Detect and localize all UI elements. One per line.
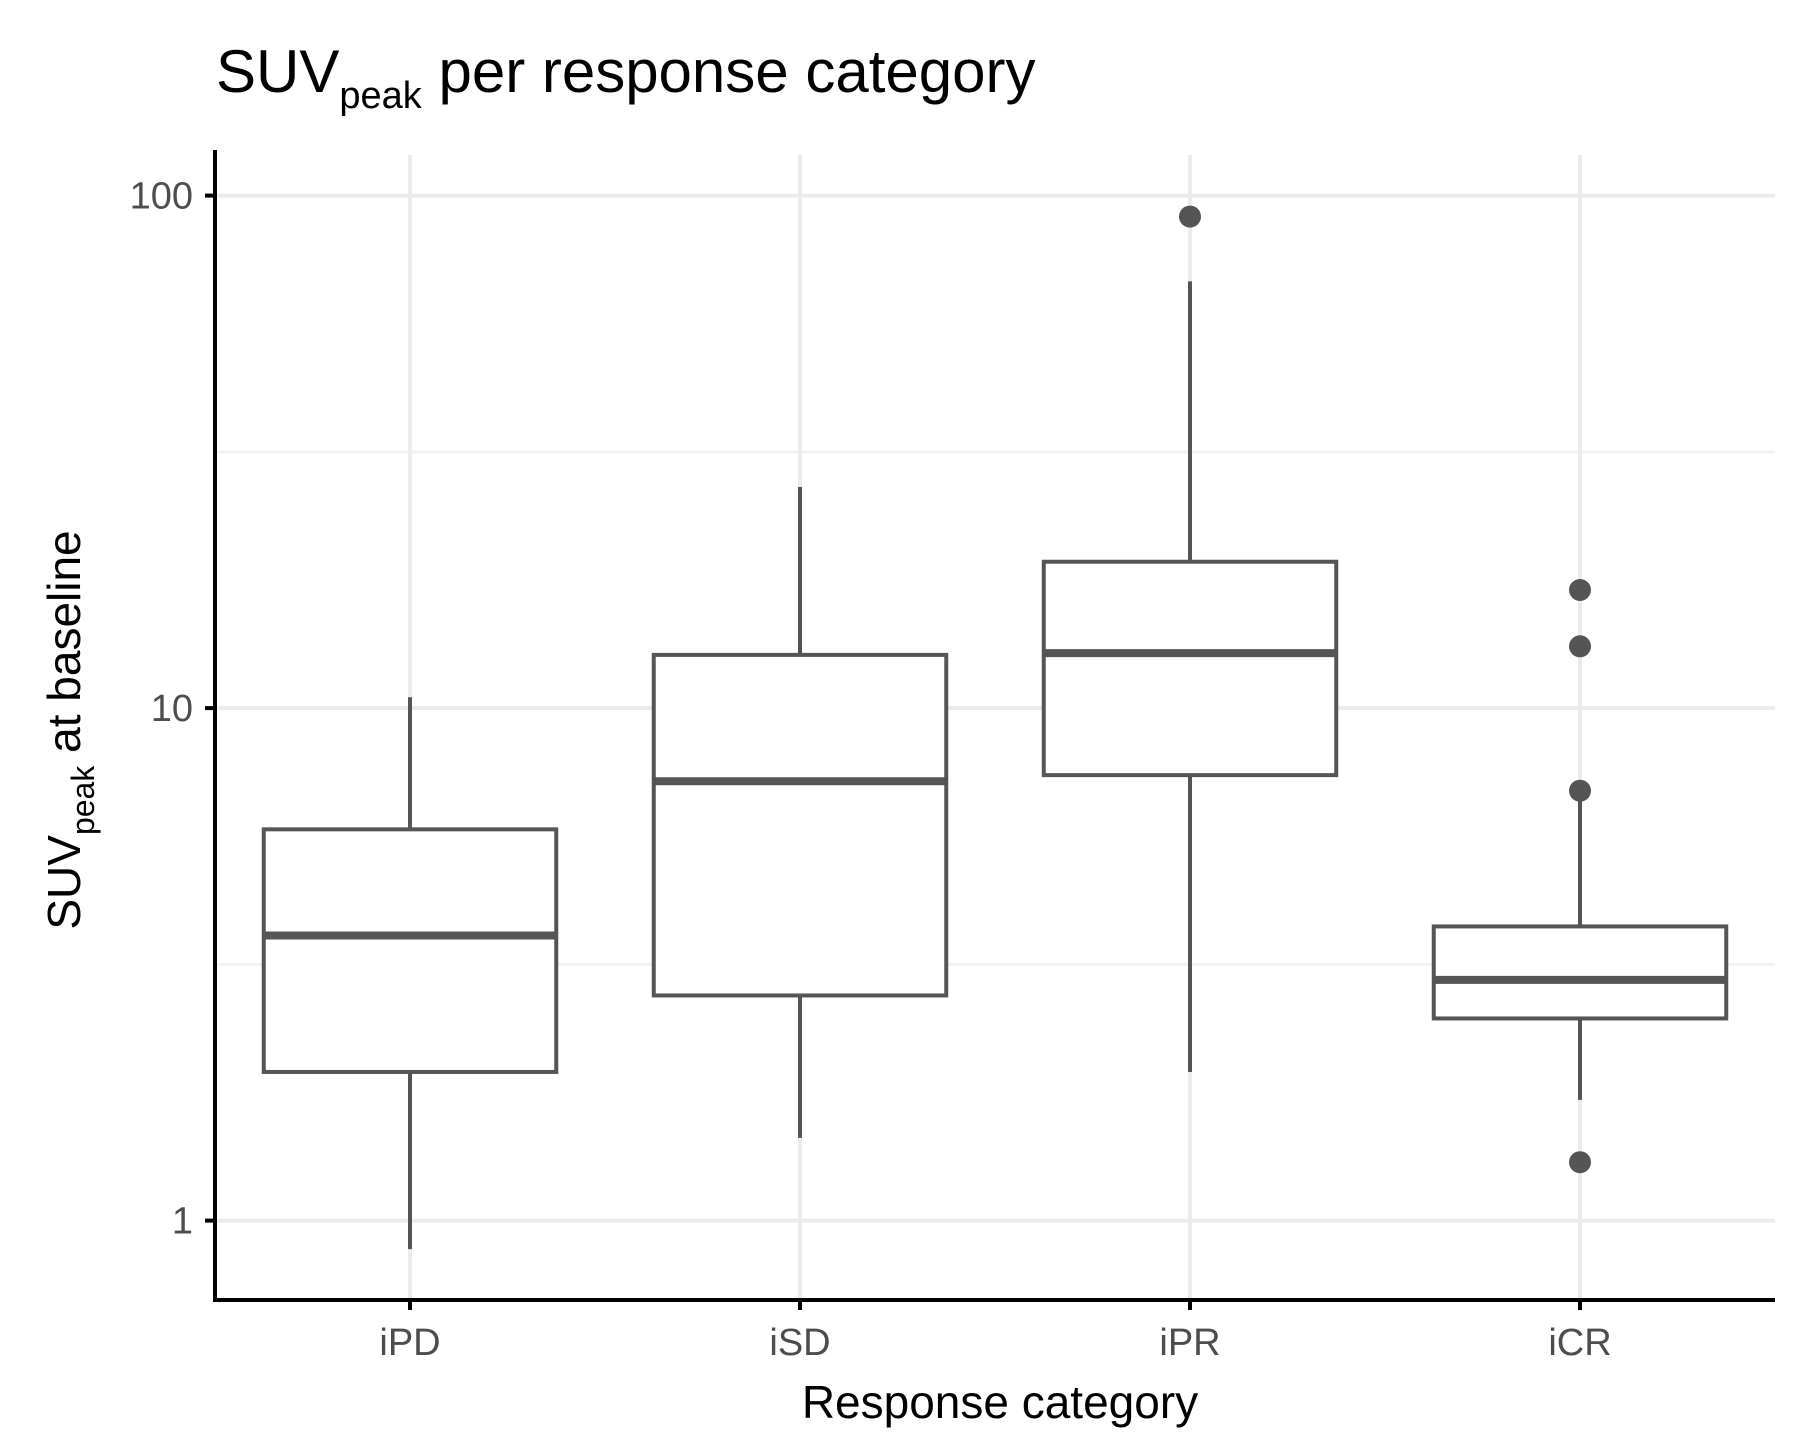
outlier-point (1569, 578, 1591, 601)
y-tick-label: 100 (130, 176, 193, 218)
box-group-ipd (261, 697, 559, 1250)
y-axis-ticks: 1 10 100 (130, 176, 215, 1243)
iqr-box (1431, 924, 1729, 1021)
x-axis-title: Response category (802, 1376, 1198, 1428)
iqr-box (261, 827, 559, 1074)
chart-title: SUVpeak per response category (216, 38, 1035, 117)
x-tick-label: iSD (769, 1322, 830, 1364)
outlier-point (1569, 635, 1591, 658)
iqr-box (651, 652, 949, 998)
outlier-point (1179, 205, 1201, 228)
grid (215, 155, 1775, 1300)
box-group-icr (1431, 578, 1729, 1174)
y-tick-label: 10 (151, 688, 193, 730)
x-tick-label: iPR (1159, 1322, 1220, 1364)
box-group-isd (651, 487, 949, 1138)
axes (213, 150, 1775, 1302)
x-tick-label: iCR (1548, 1322, 1611, 1364)
x-tick-label: iPD (379, 1322, 440, 1364)
plot-area (261, 205, 1729, 1250)
iqr-box (1041, 559, 1339, 778)
x-axis-ticks: iPD iSD iPR iCR (379, 1300, 1612, 1364)
y-tick-label: 1 (172, 1201, 193, 1243)
y-axis-title: SUVpeak at baseline (38, 530, 101, 929)
outlier-point (1569, 779, 1591, 802)
box-group-ipr (1041, 205, 1339, 1072)
outlier-point (1569, 1151, 1591, 1174)
